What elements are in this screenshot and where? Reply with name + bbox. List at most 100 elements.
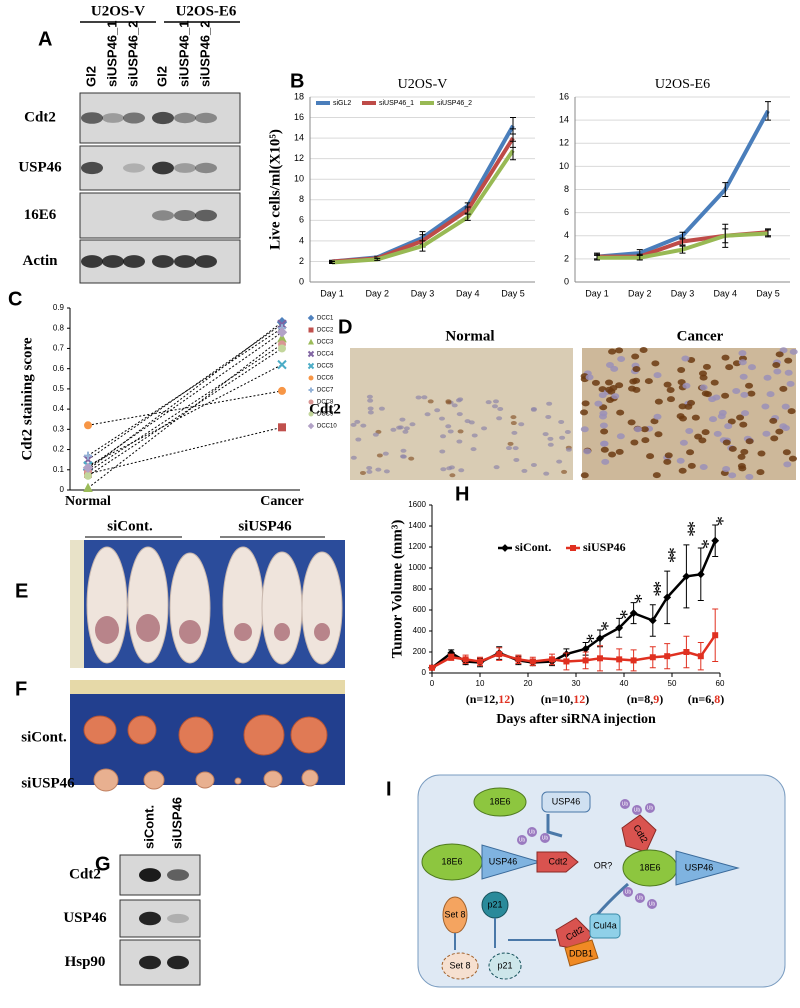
y-tick-label: 0.8 bbox=[53, 323, 65, 332]
marker bbox=[307, 422, 315, 430]
y-tick-label: 400 bbox=[413, 626, 427, 635]
node bbox=[536, 851, 579, 873]
band bbox=[152, 210, 174, 221]
nucleus bbox=[615, 448, 624, 455]
legend-label: DCC7 bbox=[317, 388, 334, 394]
nucleus bbox=[757, 450, 766, 457]
nucleus bbox=[464, 419, 471, 424]
nucleus bbox=[397, 425, 404, 430]
tumors bbox=[95, 614, 330, 644]
ruler bbox=[70, 540, 84, 668]
x-tick-label: 60 bbox=[716, 679, 725, 688]
arrow bbox=[546, 814, 563, 838]
nucleus bbox=[600, 440, 609, 447]
panel-label: B bbox=[290, 70, 304, 92]
legend-label: siUSP46_2 bbox=[437, 100, 472, 107]
nucleus bbox=[640, 426, 649, 433]
chart-title: U2OS-E6 bbox=[655, 77, 710, 92]
diagram-frame bbox=[417, 774, 786, 988]
nucleus bbox=[740, 448, 749, 455]
nucleus bbox=[605, 379, 614, 386]
ubiquitin bbox=[540, 833, 550, 843]
error-bar bbox=[722, 223, 729, 248]
band bbox=[102, 255, 124, 268]
error-bar bbox=[464, 213, 471, 221]
error-bar bbox=[765, 229, 771, 238]
annotation: * bbox=[624, 594, 646, 604]
nucleus bbox=[608, 451, 617, 458]
marker bbox=[307, 362, 315, 370]
ub-label: Ub bbox=[529, 829, 536, 835]
nucleus bbox=[747, 364, 756, 371]
nucleus bbox=[789, 348, 798, 355]
nucleus bbox=[678, 403, 687, 410]
legend-label: DCC4 bbox=[317, 352, 334, 358]
ub-label: Ub bbox=[647, 805, 654, 811]
nucleus bbox=[530, 407, 537, 412]
marker bbox=[563, 658, 570, 665]
row-label: Actin bbox=[23, 253, 59, 269]
row-label: Cdt2 bbox=[24, 109, 56, 125]
nucleus bbox=[677, 367, 686, 374]
band bbox=[195, 112, 217, 124]
node-label: Cul4a bbox=[593, 920, 617, 930]
nucleus bbox=[773, 368, 782, 375]
y-tick-label: 0.7 bbox=[53, 344, 65, 353]
marker bbox=[582, 657, 589, 664]
marker bbox=[596, 634, 604, 643]
nucleus bbox=[599, 410, 608, 417]
node bbox=[541, 791, 591, 813]
series-line bbox=[431, 540, 717, 669]
nucleus bbox=[600, 428, 609, 435]
nucleus bbox=[491, 404, 498, 409]
nucleus bbox=[747, 390, 756, 397]
marker bbox=[496, 651, 503, 658]
legend-label: siGL2 bbox=[333, 100, 351, 107]
marker bbox=[84, 421, 92, 430]
ub-label: Ub bbox=[519, 837, 526, 843]
y-tick-label: 14 bbox=[559, 115, 569, 125]
legend-label: DCC1 bbox=[317, 316, 334, 322]
row-label: Hsp90 bbox=[65, 954, 106, 970]
nucleus bbox=[779, 423, 788, 430]
nucleus bbox=[518, 422, 525, 427]
nucleus bbox=[739, 373, 748, 380]
nucleus bbox=[456, 412, 463, 417]
band bbox=[152, 161, 174, 175]
marker bbox=[629, 609, 638, 618]
y-tick-label: 0.2 bbox=[53, 445, 65, 454]
x-tick-label: 40 bbox=[620, 679, 629, 688]
nucleus bbox=[775, 428, 784, 435]
nucleus bbox=[617, 356, 626, 363]
nucleus bbox=[367, 398, 374, 403]
nucleus bbox=[434, 408, 441, 413]
panel-label: I bbox=[386, 778, 392, 800]
legend-label: DCC6 bbox=[317, 376, 334, 382]
nucleus bbox=[633, 426, 642, 433]
marker bbox=[276, 327, 288, 338]
nucleus bbox=[632, 386, 641, 393]
nucleus bbox=[599, 422, 608, 429]
node-label: 18E6 bbox=[489, 796, 510, 806]
nucleus bbox=[510, 415, 517, 420]
nucleus bbox=[745, 473, 754, 480]
diagram-text: OR? bbox=[594, 860, 613, 870]
nucleus bbox=[543, 471, 550, 476]
band bbox=[152, 111, 174, 125]
nucleus bbox=[724, 423, 733, 430]
nucleus bbox=[678, 415, 687, 422]
legend-label: DCC10 bbox=[317, 424, 337, 430]
nucleus bbox=[359, 470, 366, 475]
marker bbox=[278, 344, 286, 353]
nucleus bbox=[739, 421, 748, 428]
nucleus bbox=[451, 403, 458, 408]
lane-label: siCont. bbox=[141, 805, 156, 849]
nucleus bbox=[581, 400, 590, 407]
row-label: Cdt2 bbox=[69, 866, 101, 882]
y-tick-label: 1400 bbox=[408, 521, 426, 530]
nucleus bbox=[738, 359, 747, 366]
nucleus bbox=[652, 472, 661, 479]
chart: 0 2 4 6 8 10 12 14 16 18 Day 1 Day 2 Day 3 Day 4 Day 5… bbox=[267, 77, 535, 298]
x-tick-label: 0 bbox=[430, 679, 435, 688]
